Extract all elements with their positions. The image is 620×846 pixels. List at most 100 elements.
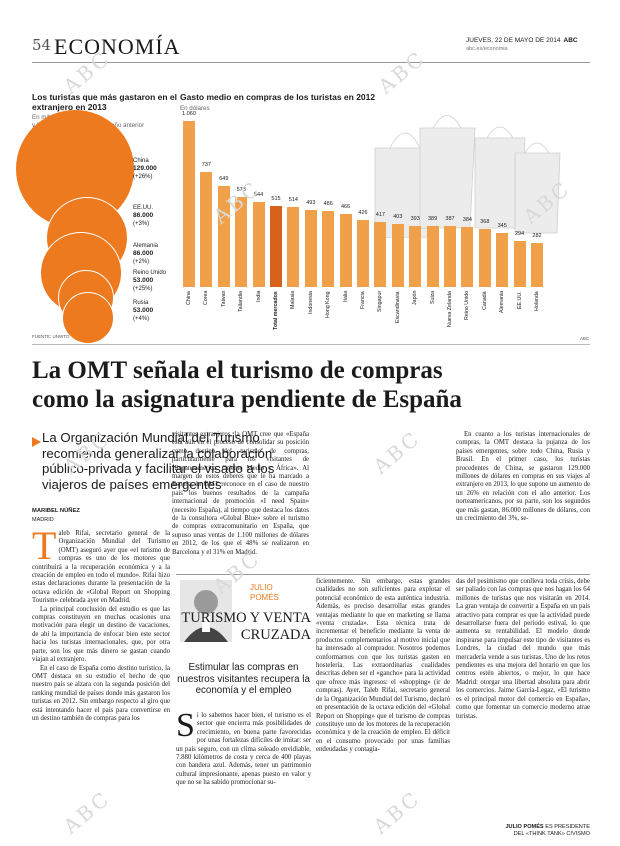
bar-category-label: EE.UU.: [516, 291, 523, 309]
bar-value-label: 426: [358, 210, 368, 217]
bubble-label-uk: Reino Unido 53.000 (+25%): [133, 270, 167, 292]
bar-category-label: Italia: [342, 291, 349, 303]
header-rule: [32, 62, 590, 63]
bar-value-label: 486: [323, 201, 333, 207]
bar-category-label: Escandinavia: [394, 291, 401, 323]
bar-category-label: Corea: [203, 291, 210, 306]
bar-value-label: 544: [254, 191, 264, 198]
bar-category-label: Total mercados: [273, 291, 279, 330]
bar-value-label: 393: [410, 215, 420, 222]
bar-chart-title: Gasto medio en compras de los turistas e…: [180, 92, 376, 102]
column-author-last: POMÉS: [250, 593, 279, 602]
bar-value-label: 515: [271, 196, 281, 203]
bar-chart-ylabel: En dólares: [180, 105, 210, 112]
article-column-4-top: En cuanto a los turistas internacionales…: [456, 431, 590, 523]
bar-12: [391, 223, 404, 287]
bubble-label-usa: EE.UU. 86.000 (+3%): [133, 205, 154, 227]
bar-category-label: Alemania: [499, 291, 506, 314]
bar-value-label: 493: [306, 199, 316, 206]
bar-value-label: 466: [341, 204, 351, 211]
article-column-1: T aleb Rifai, secretario general de la O…: [32, 523, 170, 723]
column-text-1: S i lo sabemos hacer bien, el turismo es…: [176, 707, 311, 787]
byline-author: MARIBEL NÚÑEZ: [32, 508, 80, 514]
bar-value-label: 737: [201, 161, 211, 168]
abc-watermark: ABC: [368, 425, 426, 479]
bar-13: [409, 225, 422, 287]
bar-category-label: India: [255, 291, 262, 303]
bar-value-label: 368: [480, 219, 490, 226]
abc-watermark: ABC: [368, 785, 426, 839]
bar-category-label: Taiwan: [220, 291, 227, 308]
bar-6: [287, 206, 300, 287]
date: JUEVES, 22 DE MAYO DE 2014: [466, 37, 561, 44]
bar-4: [252, 201, 265, 287]
bubble-chart-title: Los turistas que más gastaron en el extr…: [32, 92, 178, 112]
bar-value-label: 417: [375, 211, 385, 218]
site-url: abc.es/economia: [466, 46, 508, 52]
bar-5: [270, 206, 282, 287]
bar-17: [478, 229, 491, 287]
bar-value-label: 294: [515, 231, 525, 238]
article-paragraph: La principal conclusión del estudio es q…: [32, 605, 170, 664]
bubble-source: FUENTE: UNWTO: [32, 334, 70, 339]
bar-1: [200, 171, 213, 287]
bar-value-label: 649: [219, 175, 229, 182]
bar-value-label: 282: [532, 232, 542, 239]
bar-value-label: 514: [288, 196, 298, 203]
bar-10: [357, 220, 369, 287]
author-photo: [180, 580, 232, 642]
abc-watermark: ABC: [58, 785, 116, 839]
headline-line-2: como la asignatura pendiente de España: [32, 386, 462, 413]
bar-16: [461, 226, 474, 287]
bar-14: [426, 226, 439, 287]
bubble-label-china: China 129.000 (+26%): [133, 158, 157, 180]
column-lead: Estimular las compras en nuestros visita…: [177, 662, 310, 696]
bar-category-label: Japón: [412, 291, 419, 306]
column-dropcap: S: [176, 707, 195, 744]
bar-0: [183, 121, 195, 287]
bubble-label-germany: Alemania 86.000 (+2%): [133, 243, 159, 265]
bar-category-label: Holanda: [534, 291, 540, 311]
bar-18: [496, 233, 509, 287]
bar-category-label: Tailandia: [238, 291, 245, 312]
bar-7: [304, 209, 317, 287]
column-author-first: JULIO: [250, 583, 273, 592]
subhead: La Organización Mundial del Turismo reco…: [42, 430, 275, 492]
bar-category-label: China: [186, 291, 192, 305]
bubble-russia: [62, 292, 114, 344]
section-title: ECONOMÍA: [54, 34, 181, 59]
bar-category-label: Nueva Zelanda: [447, 291, 453, 327]
dateline: JUEVES, 22 DE MAYO DE 2014 ABC: [466, 37, 578, 44]
bar-value-label: 1.060: [182, 111, 196, 118]
article-paragraph: visitantes extranjeros, la OMT cree que …: [172, 431, 309, 556]
article-paragraph: En el caso de España como destino turíst…: [32, 664, 170, 722]
bar-category-label: Singapur: [377, 291, 384, 313]
bar-category-label: Malasia: [290, 291, 297, 310]
headline-line-1: La OMT señala el turismo de compras: [32, 357, 443, 384]
bar-2: [217, 185, 230, 287]
bar-value-label: 389: [428, 216, 438, 223]
byline-place: MADRID: [32, 517, 54, 523]
bar-15: [444, 226, 456, 287]
bar-category-label: Indonesia: [307, 291, 314, 314]
bar-value-label: 387: [445, 216, 455, 223]
bar-category-label: Hong Kong: [325, 291, 332, 318]
opinion-rule: [176, 574, 590, 575]
bar-value-label: 403: [393, 213, 403, 220]
page-number: 54: [32, 36, 52, 54]
column-title: TURISMO Y VENTA CRUZADA: [181, 610, 311, 643]
abc-watermark: ABC: [373, 45, 431, 99]
article-column-2-top: visitantes extranjeros, la OMT cree que …: [172, 431, 309, 557]
brand: ABC: [563, 37, 578, 44]
column-text-3: das del pesimismo que conlleva toda cris…: [456, 578, 590, 720]
bar-9: [339, 214, 352, 287]
article-paragraph: aleb Rifai, secretario general de la Org…: [32, 530, 170, 605]
article-paragraph: En cuanto a los turistas internacionales…: [456, 431, 590, 523]
bar-11: [374, 221, 387, 287]
chart-bottom-rule: [32, 344, 590, 345]
bar-chart-credit: ABC: [580, 336, 590, 341]
subhead-arrow-icon: [32, 432, 42, 447]
shopping-bags-illustration: [374, 115, 561, 238]
dropcap: T: [32, 523, 57, 568]
bar-value-label: 345: [497, 223, 507, 230]
